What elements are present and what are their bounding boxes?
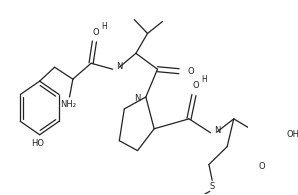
Text: N: N bbox=[214, 126, 220, 135]
Text: N: N bbox=[116, 62, 122, 71]
Text: O: O bbox=[187, 67, 194, 76]
Text: HO: HO bbox=[32, 139, 44, 148]
Text: H: H bbox=[201, 75, 207, 84]
Text: O: O bbox=[192, 81, 199, 90]
Text: S: S bbox=[209, 182, 215, 191]
Text: NH₂: NH₂ bbox=[60, 100, 76, 109]
Text: H: H bbox=[101, 22, 107, 31]
Text: O: O bbox=[93, 28, 100, 37]
Text: O: O bbox=[259, 162, 265, 171]
Text: OH: OH bbox=[287, 130, 298, 139]
Text: N: N bbox=[134, 95, 141, 104]
